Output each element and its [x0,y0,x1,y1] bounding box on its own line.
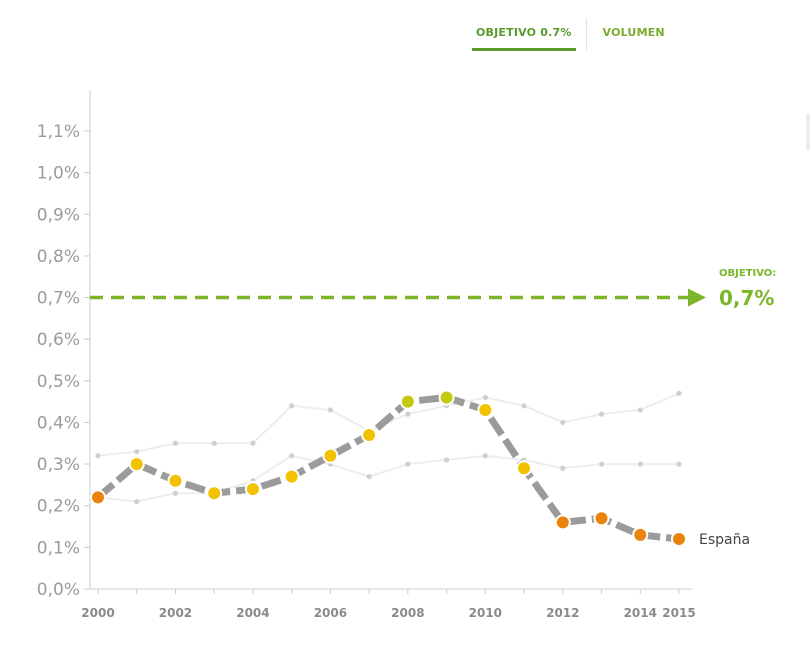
comparison-point [482,453,488,459]
tab-objetivo[interactable]: OBJETIVO 0.7% [472,18,576,51]
comparison-point [289,453,295,459]
spain-point [477,401,494,418]
spain-point [90,489,106,506]
comparison-point [637,461,643,467]
scrollbar-stub[interactable] [806,114,810,150]
labels: España [699,532,750,548]
comparison-point [637,407,643,413]
comparison-point [211,440,217,446]
tab-volumen[interactable]: VOLUMEN [602,26,665,39]
x-tick-label: 2015 [662,606,695,620]
comparison-point [676,390,682,396]
comparison-point [598,411,605,417]
y-tick-label: 0,7% [37,289,80,309]
y-tick-label: 1,1% [37,122,80,142]
comparison-point [521,403,527,409]
comparison-point [250,440,256,446]
x-axis: 2000 2002 2004 2006 2008 2010 2012 2014 2015 [81,588,696,620]
comparison-line [97,454,679,503]
comparison-point [134,449,140,455]
spain-point [516,460,533,477]
comparison-point [676,461,682,467]
x-tick-label: 2014 [624,606,657,620]
y-tick-label: 1,0% [37,164,80,184]
y-tick-label: 0,8% [37,247,80,267]
y-tick-label: 0,6% [37,330,80,350]
comparison-point [327,407,333,413]
spain-line [95,393,680,543]
comparison-line [97,392,680,457]
y-tick-label: 0,9% [37,205,80,225]
x-tick-label: 2000 [81,606,114,620]
spain-point [206,485,223,502]
spain-point [322,447,339,464]
x-tick-label: 2002 [159,606,192,620]
x-tick-label: 2006 [314,606,347,620]
spain-point [399,393,416,410]
spain-point [593,510,610,527]
y-tick-label: 0,2% [37,497,80,517]
spain-point [361,426,378,443]
y-tick-label: 0,0% [37,580,80,600]
y-tick-label: 0,1% [37,538,80,558]
y-axis: 0,0% 0,1% 0,2% 0,3% 0,4% 0,5% 0,6% 0,7% 0,8% 0,9%… [37,90,91,600]
comparison-point [405,461,411,467]
spain-point [632,526,649,543]
spain-point [167,472,184,489]
comparison-point [366,473,372,480]
comparison-series [95,390,682,505]
y-tick-label: 0,4% [37,413,80,433]
target-arrow [688,288,706,307]
comparison-point [405,411,411,417]
comparison-point [482,394,488,401]
comparison-point [172,440,179,446]
comparison-point [560,419,566,426]
y-tick-label: 0,5% [37,372,80,392]
comparison-point [95,453,101,459]
comparison-point [289,403,295,409]
comparison-point [172,490,179,496]
x-tick-label: 2010 [469,606,502,620]
target-line-group: OBJETIVO: 0,7% [90,268,776,310]
x-tick-label: 2012 [546,606,579,620]
spain-point [128,456,145,473]
spain-point [554,514,571,531]
spain-point [283,468,300,485]
comparison-point [134,498,140,505]
main-series [90,389,687,548]
series-label-spain: España [699,532,750,548]
y-tick-label: 0,3% [37,455,80,475]
comparison-point [598,461,605,467]
comparison-point [444,457,450,463]
x-tick-label: 2004 [236,606,269,620]
comparison-point [560,465,566,471]
spain-point [244,481,261,498]
x-tick-label: 2008 [391,606,424,620]
target-value: 0,7% [719,286,774,310]
target-label: OBJETIVO: [719,268,776,279]
tab-divider [585,18,587,50]
view-tabs: OBJETIVO 0.7% VOLUMEN [472,18,669,51]
spain-point [438,389,455,406]
spain-point [671,531,687,548]
